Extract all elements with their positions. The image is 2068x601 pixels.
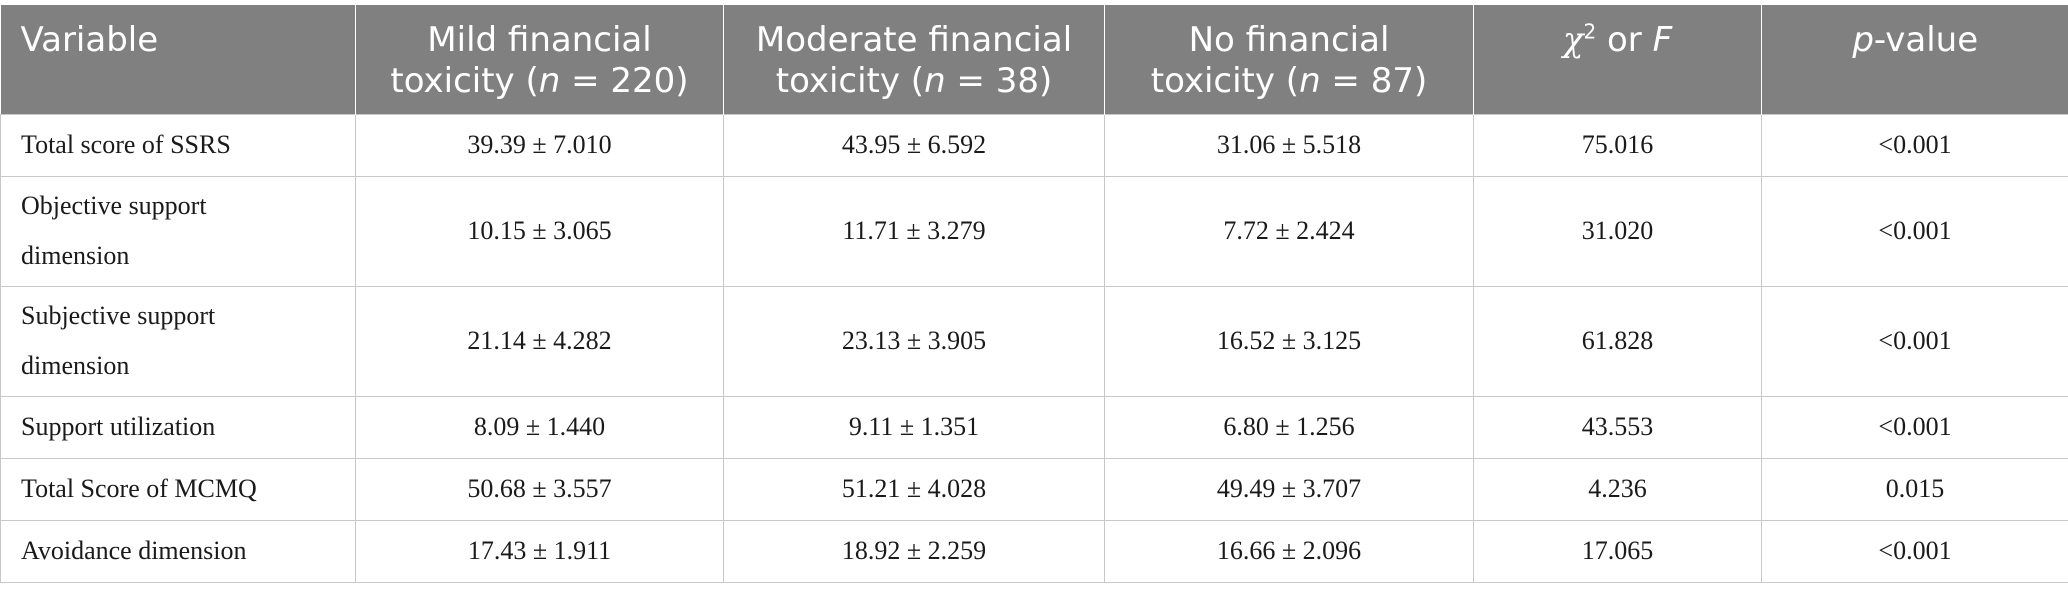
cell-p-value: <0.001 — [1761, 395, 2068, 459]
cell-moderate: 43.95 ± 6.592 — [723, 113, 1105, 177]
header-p-value: p-value — [1761, 5, 2068, 114]
cell-none: 6.80 ± 1.256 — [1104, 395, 1474, 459]
table-row: Total Score of MCMQ 50.68 ± 3.557 51.21 … — [0, 457, 2068, 521]
table-body: Total score of SSRS 39.39 ± 7.010 43.95 … — [0, 113, 2068, 583]
table-row: Support utilization 8.09 ± 1.440 9.11 ± … — [0, 395, 2068, 459]
table-header: Variable Mild financial toxicity (n = 220… — [0, 5, 2068, 114]
header-variable: Variable — [0, 5, 356, 114]
cell-statistic: 75.016 — [1473, 113, 1762, 177]
cell-moderate: 51.21 ± 4.028 — [723, 457, 1105, 521]
results-table: Variable Mild financial toxicity (n = 220… — [0, 5, 2068, 583]
cell-none: 16.66 ± 2.096 — [1104, 519, 1474, 583]
cell-mild: 21.14 ± 4.282 — [355, 285, 724, 397]
cell-mild: 39.39 ± 7.010 — [355, 113, 724, 177]
table-row: Avoidance dimension 17.43 ± 1.911 18.92 … — [0, 519, 2068, 583]
cell-moderate: 23.13 ± 3.905 — [723, 285, 1105, 397]
cell-mild: 17.43 ± 1.911 — [355, 519, 724, 583]
cell-variable: Total Score of MCMQ — [0, 457, 356, 521]
cell-variable: Avoidance dimension — [0, 519, 356, 583]
cell-moderate: 11.71 ± 3.279 — [723, 175, 1105, 287]
cell-none: 31.06 ± 5.518 — [1104, 113, 1474, 177]
cell-moderate: 9.11 ± 1.351 — [723, 395, 1105, 459]
cell-moderate: 18.92 ± 2.259 — [723, 519, 1105, 583]
cell-statistic: 31.020 — [1473, 175, 1762, 287]
table-row: Total score of SSRS 39.39 ± 7.010 43.95 … — [0, 113, 2068, 177]
cell-none: 16.52 ± 3.125 — [1104, 285, 1474, 397]
header-row: Variable Mild financial toxicity (n = 220… — [0, 5, 2068, 114]
cell-variable: Support utilization — [0, 395, 356, 459]
cell-statistic: 61.828 — [1473, 285, 1762, 397]
cell-statistic: 43.553 — [1473, 395, 1762, 459]
cell-p-value: <0.001 — [1761, 285, 2068, 397]
header-mild-toxicity: Mild financial toxicity (n = 220) — [355, 5, 724, 114]
cell-p-value: 0.015 — [1761, 457, 2068, 521]
cell-variable: Subjective support dimension — [0, 285, 356, 397]
table-row: Subjective support dimension 21.14 ± 4.2… — [0, 285, 2068, 397]
cell-p-value: <0.001 — [1761, 519, 2068, 583]
header-no-toxicity: No financial toxicity (n = 87) — [1104, 5, 1474, 114]
cell-statistic: 4.236 — [1473, 457, 1762, 521]
cell-statistic: 17.065 — [1473, 519, 1762, 583]
cell-variable: Objective support dimension — [0, 175, 356, 287]
cell-mild: 8.09 ± 1.440 — [355, 395, 724, 459]
cell-variable: Total score of SSRS — [0, 113, 356, 177]
cell-p-value: <0.001 — [1761, 175, 2068, 287]
table-row: Objective support dimension 10.15 ± 3.06… — [0, 175, 2068, 287]
cell-none: 7.72 ± 2.424 — [1104, 175, 1474, 287]
cell-mild: 10.15 ± 3.065 — [355, 175, 724, 287]
cell-none: 49.49 ± 3.707 — [1104, 457, 1474, 521]
cell-mild: 50.68 ± 3.557 — [355, 457, 724, 521]
header-test-statistic: χ2 or F — [1473, 5, 1762, 114]
cell-p-value: <0.001 — [1761, 113, 2068, 177]
header-moderate-toxicity: Moderate financial toxicity (n = 38) — [723, 5, 1105, 114]
